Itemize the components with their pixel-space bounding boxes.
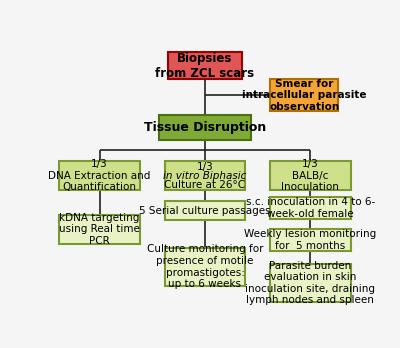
FancyBboxPatch shape	[165, 161, 245, 190]
Text: Parasite burden
evaluation in skin
inoculation site, draining
lymph nodes and sp: Parasite burden evaluation in skin inocu…	[245, 261, 375, 305]
Text: Culture at 26°C: Culture at 26°C	[164, 180, 246, 190]
FancyBboxPatch shape	[158, 116, 252, 140]
FancyBboxPatch shape	[165, 248, 245, 286]
Text: 5 Serial culture passages: 5 Serial culture passages	[139, 206, 271, 215]
FancyBboxPatch shape	[270, 197, 351, 219]
FancyBboxPatch shape	[59, 215, 140, 244]
Text: s.c. inoculation in 4 to 6-
week-old female: s.c. inoculation in 4 to 6- week-old fem…	[246, 197, 375, 219]
Text: 1/3
BALB/c
Inoculation: 1/3 BALB/c Inoculation	[282, 159, 339, 192]
Text: Culture monitoring for
presence of motile
promastigotes:
up to 6 weeks: Culture monitoring for presence of motil…	[147, 244, 263, 289]
Text: in vitro Biphasic: in vitro Biphasic	[163, 171, 247, 181]
FancyBboxPatch shape	[270, 264, 351, 302]
Text: Smear for
intracellular parasite
observation: Smear for intracellular parasite observa…	[242, 79, 366, 112]
Text: kDNA targeting
using Real time
PCR: kDNA targeting using Real time PCR	[59, 213, 140, 246]
FancyBboxPatch shape	[270, 161, 351, 190]
Text: Weekly lesion monitoring
for  5 months: Weekly lesion monitoring for 5 months	[244, 229, 376, 251]
FancyBboxPatch shape	[270, 229, 351, 251]
FancyBboxPatch shape	[168, 53, 242, 79]
Text: Tissue Disruption: Tissue Disruption	[144, 121, 266, 134]
FancyBboxPatch shape	[59, 161, 140, 190]
FancyBboxPatch shape	[165, 201, 245, 220]
Text: 1/3: 1/3	[197, 162, 213, 172]
FancyBboxPatch shape	[270, 79, 338, 111]
Text: Biopsies
from ZCL scars: Biopsies from ZCL scars	[156, 52, 254, 80]
Text: 1/3
DNA Extraction and
Quantification: 1/3 DNA Extraction and Quantification	[48, 159, 151, 192]
